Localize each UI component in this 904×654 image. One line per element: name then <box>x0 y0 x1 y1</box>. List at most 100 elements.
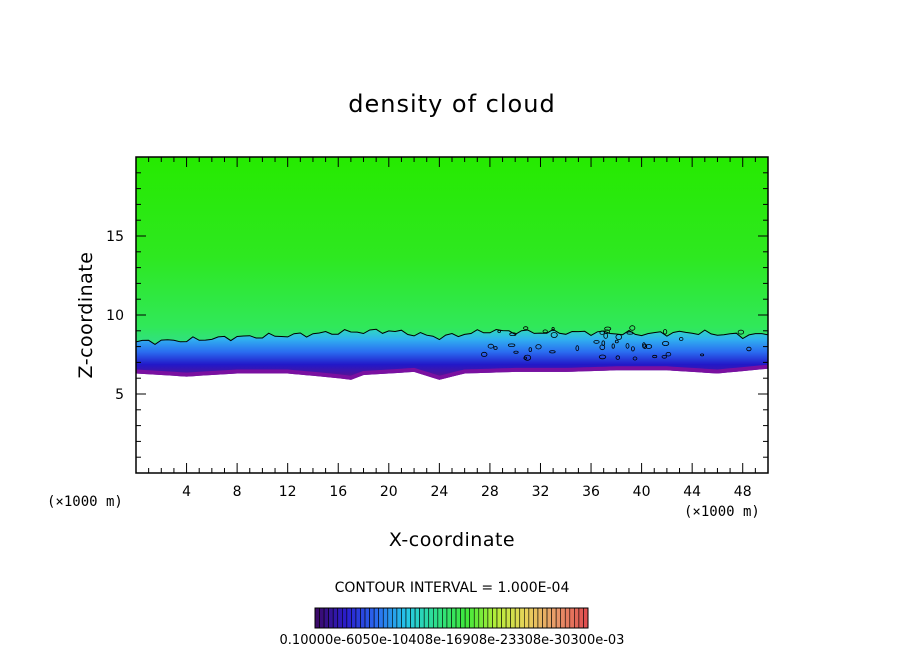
contour-blob <box>598 354 607 360</box>
colorbar-cell <box>369 607 375 629</box>
colorbar-cell <box>496 607 502 629</box>
plot-area <box>136 157 768 380</box>
colorbar-cell <box>514 607 521 629</box>
colorbar-cell <box>460 607 466 629</box>
x-tick-label: 4 <box>182 484 191 500</box>
contour-blob <box>481 351 488 357</box>
colorbar-cell <box>332 607 339 629</box>
contour-blob <box>497 329 502 333</box>
colorbar-cell <box>533 607 539 629</box>
x-tick-label: 8 <box>233 484 242 500</box>
colorbar-cell <box>341 607 348 629</box>
colorbar-cell <box>510 607 516 629</box>
colorbar-cell <box>423 607 430 629</box>
colorbar-cell <box>501 607 507 629</box>
contour-blob <box>487 343 494 349</box>
y-tick-label: 5 <box>115 387 124 403</box>
contour-blob <box>549 350 556 354</box>
colorbar-cell <box>432 607 439 629</box>
colorbar-cell <box>492 607 498 629</box>
contour-blob <box>645 344 653 349</box>
colorbar-cell <box>396 607 402 629</box>
colorbar-cell <box>414 607 420 629</box>
colorbar-cell <box>437 607 443 629</box>
colorbar-cell <box>346 607 352 629</box>
contour-blob <box>493 346 498 350</box>
colorbar-cell <box>551 607 557 629</box>
contour-blob <box>550 332 558 338</box>
y-tick-label: 15 <box>106 229 124 245</box>
contour-blob <box>662 329 668 335</box>
green-field <box>136 157 768 357</box>
x-axis-label: X-coordinate <box>389 529 515 551</box>
colorbar-cell <box>328 607 334 629</box>
colorbar-cell <box>360 607 366 629</box>
colorbar-cell <box>537 607 543 629</box>
contour-blob <box>615 355 620 360</box>
colorbar-cell <box>574 607 580 629</box>
colorbar <box>314 607 589 629</box>
x-tick-label: 20 <box>380 484 398 500</box>
contour-blob <box>601 340 606 347</box>
contour-blob <box>629 325 636 331</box>
x-tick-label: 44 <box>683 484 701 500</box>
colorbar-cell <box>373 607 379 629</box>
contour-blob <box>604 326 612 331</box>
contour-blobs <box>481 325 752 361</box>
contour-blob <box>625 343 630 349</box>
colorbar-cell <box>564 607 571 629</box>
contour-blob <box>746 346 752 352</box>
colorbar-cell <box>473 607 480 629</box>
colorbar-cell <box>337 607 343 629</box>
colorbar-cell <box>464 607 470 629</box>
colorbar-cell <box>583 607 589 629</box>
x-tick-label: 24 <box>430 484 448 500</box>
chart-title: density of cloud <box>348 90 555 118</box>
colorbar-cell <box>528 607 534 629</box>
colorbar-cell <box>319 607 325 629</box>
contour-blob <box>611 343 615 349</box>
contour-blob <box>593 340 600 344</box>
x-tick-label: 48 <box>734 484 752 500</box>
x-unit-right: (×1000 m) <box>684 504 760 520</box>
colorbar-cell <box>446 607 452 629</box>
contour-blob <box>665 352 672 357</box>
contour-blob <box>509 332 517 337</box>
x-unit-left: (×1000 m) <box>47 494 123 510</box>
x-tick-label: 32 <box>532 484 550 500</box>
contour-blob <box>679 336 684 341</box>
contour-blob <box>542 329 548 334</box>
contour-blob <box>642 342 646 349</box>
y-tick-label: 10 <box>106 308 124 324</box>
x-tick-label: 40 <box>633 484 651 500</box>
colorbar-cell <box>487 607 493 629</box>
colorbar-cell <box>546 607 552 629</box>
contour-blob <box>523 356 528 360</box>
colorbar-cell <box>578 607 584 629</box>
colorbar-cell <box>560 607 566 629</box>
colorbar-cell <box>378 607 384 629</box>
colorbar-cell <box>355 607 361 629</box>
colorbar-cell <box>469 607 475 629</box>
contour-blob <box>652 354 658 359</box>
x-tick-label: 16 <box>329 484 347 500</box>
contour-blob <box>737 329 745 335</box>
x-axis-ticks: 4 8 12 16 20 24 28 32 36 40 44 48 <box>148 157 756 500</box>
colorbar-cell <box>392 607 398 629</box>
colorbar-cell <box>401 607 407 629</box>
colorbar-cell <box>505 607 511 629</box>
colorbar-cell <box>387 607 393 629</box>
contour-blob <box>603 332 608 339</box>
colorbar-cell <box>542 607 548 629</box>
contour-interval: CONTOUR INTERVAL = 1.000E-04 <box>335 580 570 596</box>
contour-blob <box>614 339 619 344</box>
colorbar-cell <box>410 607 416 629</box>
colorbar-cell <box>351 607 357 629</box>
contour-blob <box>700 353 705 357</box>
contour-blob <box>551 326 555 331</box>
colorbar-cell <box>442 607 448 629</box>
colorbar-cell <box>314 607 320 629</box>
contour-blob <box>599 344 606 351</box>
colorbar-frame <box>314 607 589 629</box>
